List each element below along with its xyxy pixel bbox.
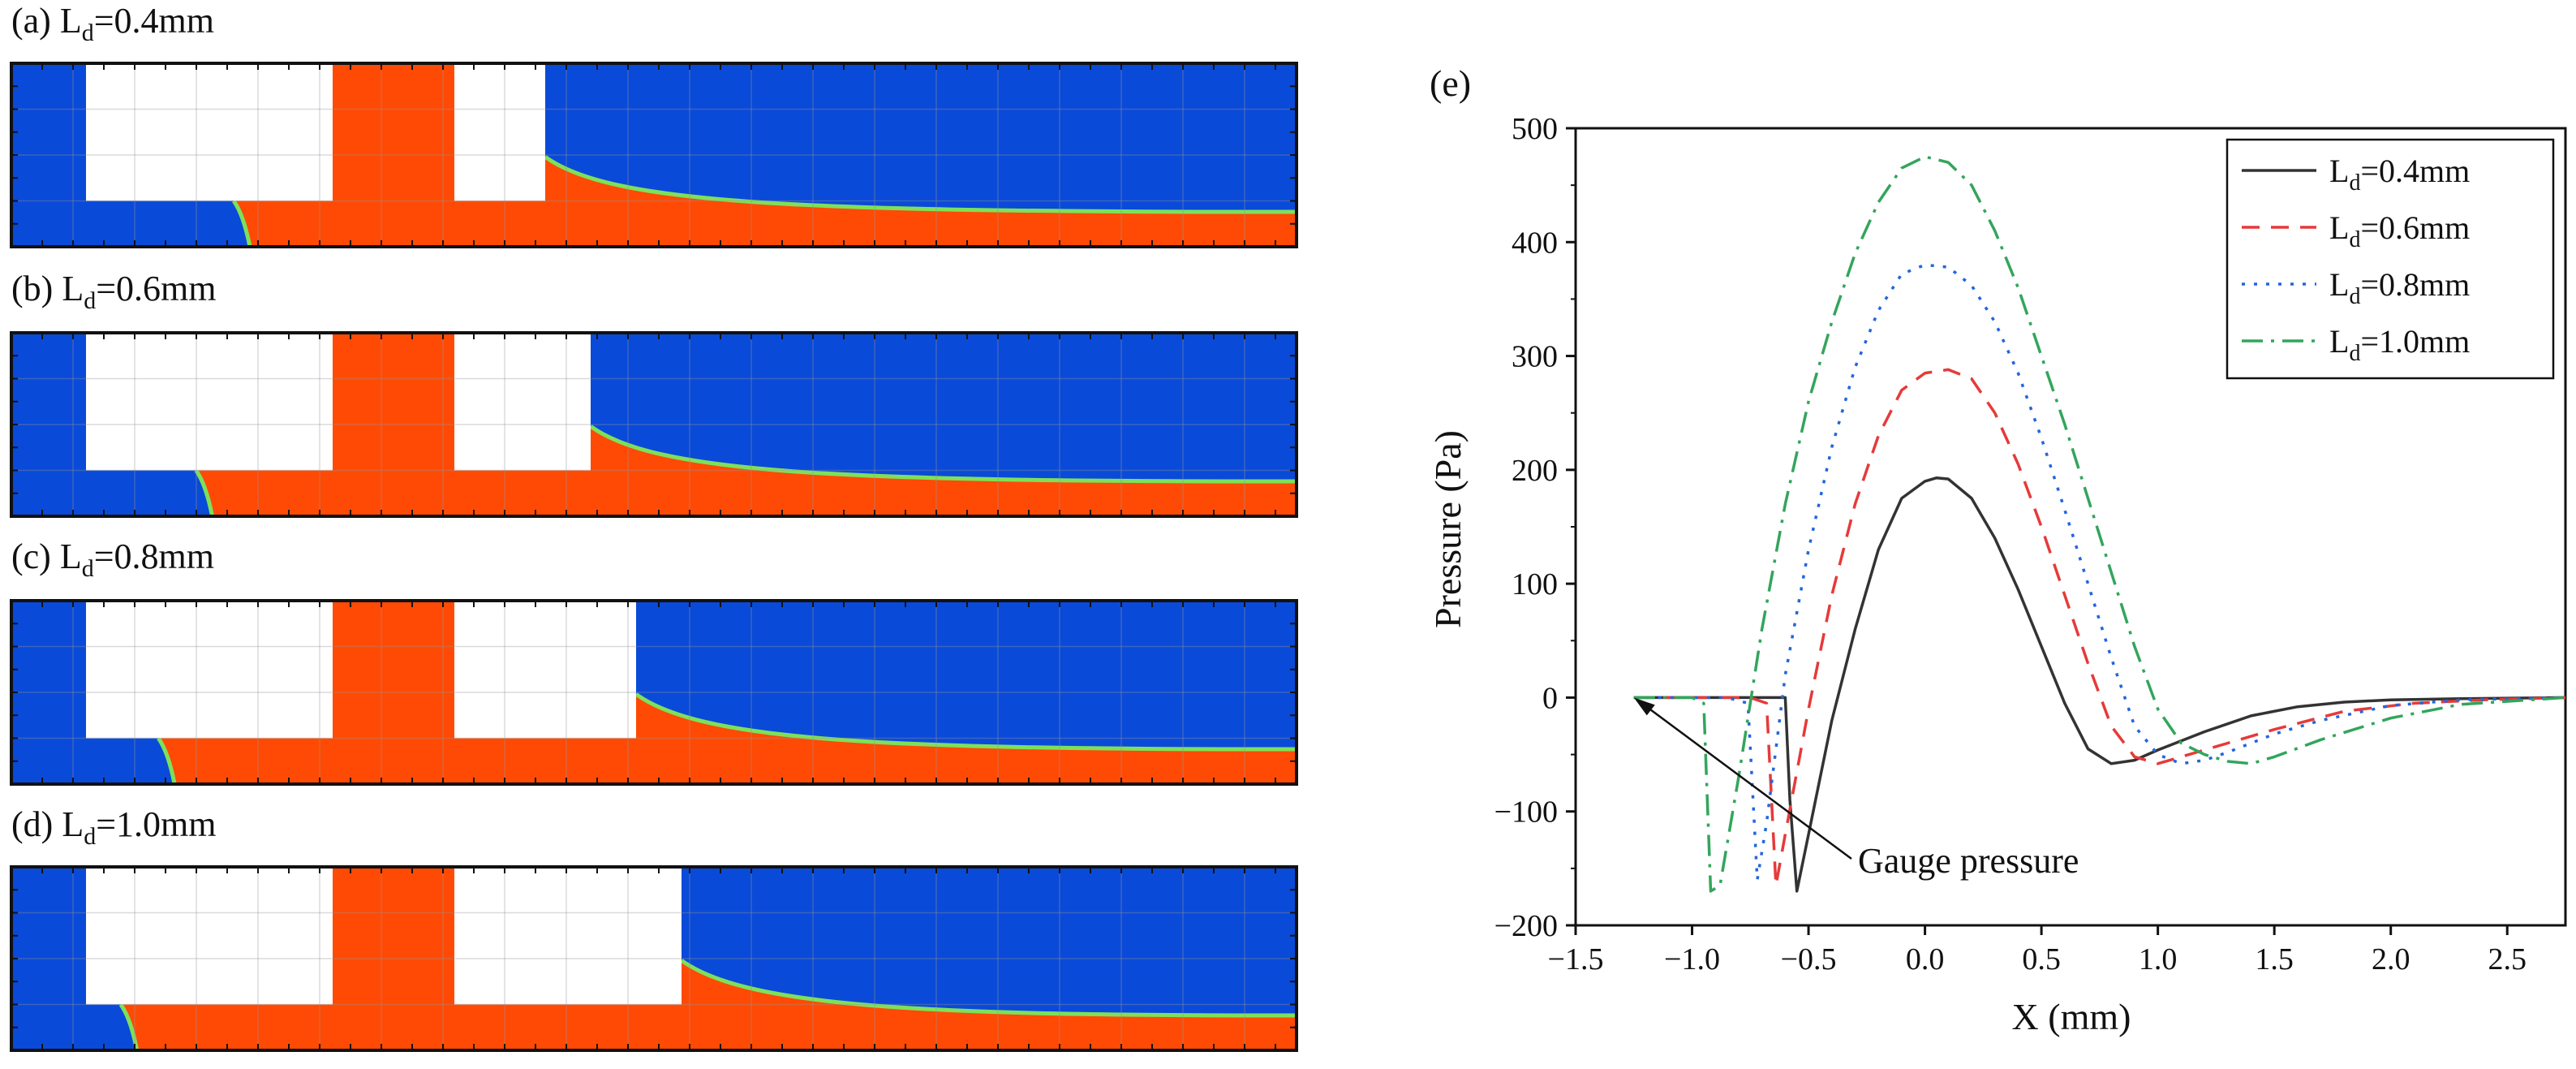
interface-line [544,155,1297,214]
x-tick-label: 2.5 [2488,942,2527,976]
red-channel-stem [333,333,454,516]
sim-panel-a [10,62,1298,248]
panel-frame [10,865,1298,1052]
y-tick-label: −200 [1494,909,1558,943]
plot-frame [1574,127,2567,927]
x-tick-label: 1.0 [2139,942,2178,976]
annotation-gauge-pressure: Gauge pressure [1858,841,2079,881]
legend-label-1: Ld=0.6mm [2329,209,2470,252]
y-tick-label: 400 [1512,226,1558,260]
panel-label-d: (d) Ld=1.0mm [11,804,217,850]
meniscus-line [118,1003,140,1051]
red-channel-stem [333,63,454,247]
x-tick-label: −1.0 [1664,942,1720,976]
y-tick-label: −100 [1494,795,1558,830]
left-solid-block [86,867,333,1005]
x-axis-label: X (mm) [2012,996,2131,1037]
interface-line [634,692,1297,752]
legend-label-2: Ld=0.8mm [2329,266,2470,309]
x-tick-label: 1.5 [2255,942,2294,976]
y-axis-label: Pressure (Pa) [1427,430,1469,628]
sim-panel-c [10,599,1298,786]
right-solid-block [454,63,545,201]
chart-panel-label: (e) [1430,63,1471,104]
right-solid-block [454,333,591,471]
sim-panel-d [10,865,1298,1052]
x-tick-label: 0.5 [2022,942,2061,976]
simulation-panels [10,62,1298,1052]
left-solid-block [86,63,333,201]
x-tick-label: 0.0 [1906,942,1945,976]
series-line-2 [1633,263,2566,881]
red-channel-stem [333,867,454,1050]
right-solid-block [454,867,682,1005]
red-fluid-region [234,157,1297,247]
right-solid-block [454,601,636,739]
legend-label-0: Ld=0.4mm [2329,153,2470,196]
series-line-1 [1633,368,2566,887]
y-tick-label: 200 [1512,454,1558,488]
interface-line [680,959,1297,1018]
panel-label-b: (b) Ld=0.6mm [11,269,217,314]
legend-label-3: Ld=1.0mm [2329,323,2470,366]
y-tick-label: 100 [1512,567,1558,601]
left-solid-block [86,601,333,739]
panel-label-a: (a) Ld=0.4mm [11,1,214,46]
annotation-arrow-line [1645,705,1852,860]
annotation-arrowhead [1633,697,1655,716]
x-tick-label: 2.0 [2372,942,2410,976]
panel-frame [10,62,1298,248]
x-tick-label: −0.5 [1781,942,1837,976]
x-tick-label: −1.5 [1548,942,1604,976]
interface-line [589,425,1297,484]
panel-label-c: (c) Ld=0.8mm [11,537,214,582]
series-line-3 [1633,155,2566,893]
red-fluid-region [196,426,1297,516]
left-solid-block [86,333,333,471]
panel-frame [10,599,1298,786]
y-tick-label: 0 [1542,681,1558,715]
meniscus-line [231,200,252,248]
legend-box [2226,138,2555,380]
red-channel-stem [333,601,454,784]
y-tick-label: 300 [1512,340,1558,374]
meniscus-line [157,737,177,785]
panel-frame [10,331,1298,518]
series-line-0 [1633,476,2566,893]
y-tick-label: 500 [1512,112,1558,146]
sim-panel-b [10,331,1298,518]
meniscus-line [194,469,215,517]
